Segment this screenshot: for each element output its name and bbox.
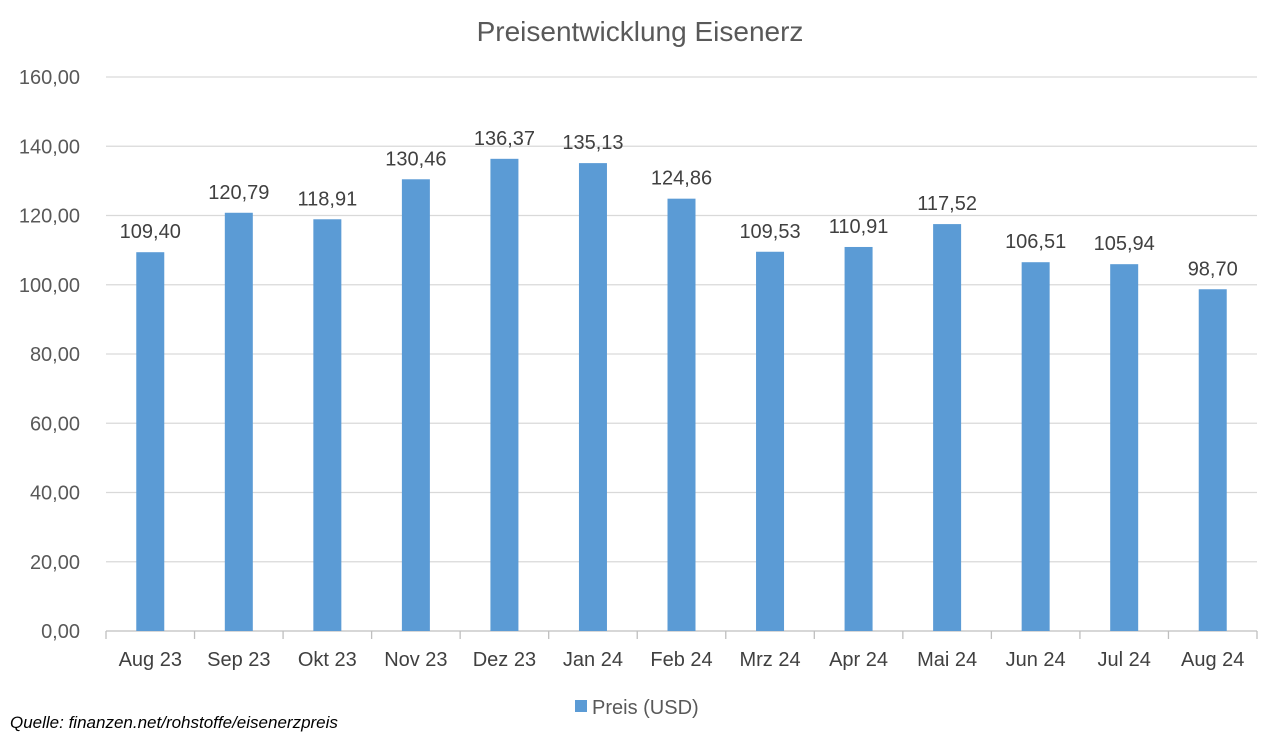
- legend-swatch: [575, 700, 587, 712]
- x-tick-label: Mrz 24: [739, 649, 800, 671]
- y-axis-ticks: 0,00 20,00 40,00 60,00 80,00 100,00 120,00 140,…: [19, 67, 80, 643]
- y-tick-label: 60,00: [30, 413, 80, 435]
- bar: [756, 251, 785, 631]
- chart-title: Preisentwicklung Eisenerz: [477, 16, 804, 47]
- x-tick-label: Mai 24: [917, 649, 977, 671]
- y-tick-label: 20,00: [30, 552, 80, 574]
- bar: [224, 212, 253, 631]
- legend: Preis (USD): [575, 697, 699, 719]
- x-tick-label: Jul 24: [1098, 649, 1151, 671]
- data-label: 120,79: [208, 182, 269, 204]
- data-label: 124,86: [651, 168, 712, 190]
- x-tick-label: Aug 23: [119, 649, 182, 671]
- x-tick-label: Nov 23: [384, 649, 447, 671]
- data-label: 130,46: [385, 148, 446, 170]
- legend-label: Preis (USD): [592, 697, 699, 719]
- data-label: 110,91: [829, 216, 889, 238]
- y-tick-label: 100,00: [19, 275, 80, 297]
- data-label: 136,37: [474, 128, 535, 150]
- y-tick-label: 120,00: [19, 206, 80, 228]
- bar: [1198, 289, 1227, 631]
- bar: [313, 219, 342, 632]
- x-tick-label: Dez 23: [473, 649, 536, 671]
- data-label: 106,51: [1005, 231, 1066, 253]
- y-tick-label: 80,00: [30, 344, 80, 366]
- x-tick-label: Jan 24: [563, 649, 623, 671]
- y-tick-label: 40,00: [30, 483, 80, 505]
- y-tick-label: 0,00: [41, 621, 80, 643]
- bar: [844, 246, 873, 631]
- x-tick-label: Feb 24: [650, 649, 712, 671]
- x-tick-label: Jun 24: [1006, 649, 1066, 671]
- data-labels: 109,40 120,79 118,91 130,46 136,37 135,13 124,…: [120, 128, 1238, 280]
- bar: [136, 252, 165, 631]
- bar: [1110, 264, 1139, 631]
- bar: [933, 224, 962, 631]
- y-tick-label: 140,00: [19, 136, 80, 158]
- data-label: 105,94: [1094, 233, 1155, 255]
- x-tick-label: Apr 24: [829, 649, 888, 671]
- data-label: 118,91: [298, 188, 358, 210]
- x-tick-label: Aug 24: [1181, 649, 1244, 671]
- bar: [667, 198, 696, 632]
- y-tick-label: 160,00: [19, 67, 80, 89]
- bar: [1021, 262, 1050, 631]
- data-label: 135,13: [562, 132, 623, 154]
- data-label: 98,70: [1188, 258, 1238, 280]
- data-label: 109,53: [739, 221, 800, 243]
- source-note: Quelle: finanzen.net/rohstoffe/eisenerzp…: [10, 713, 338, 732]
- x-tick-label: Okt 23: [298, 649, 357, 671]
- x-axis-ticks: Aug 23 Sep 23 Okt 23 Nov 23 Dez 23 Jan 24 Feb …: [119, 649, 1245, 671]
- bar: [578, 163, 607, 632]
- bars: [136, 158, 1227, 632]
- bar: [490, 158, 519, 631]
- data-label: 109,40: [120, 221, 181, 243]
- data-label: 117,52: [917, 193, 977, 215]
- bar: [401, 179, 430, 631]
- x-tick-label: Sep 23: [207, 649, 270, 671]
